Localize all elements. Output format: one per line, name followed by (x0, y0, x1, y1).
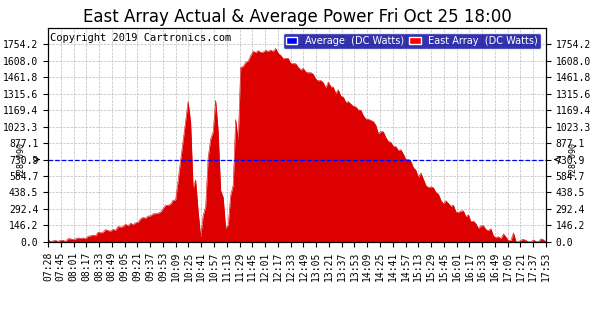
Legend: Average  (DC Watts), East Array  (DC Watts): Average (DC Watts), East Array (DC Watts… (283, 33, 541, 49)
Text: Copyright 2019 Cartronics.com: Copyright 2019 Cartronics.com (50, 33, 232, 43)
Title: East Array Actual & Average Power Fri Oct 25 18:00: East Array Actual & Average Power Fri Oc… (83, 8, 511, 26)
Text: 728.090: 728.090 (16, 142, 25, 177)
Text: 728.090: 728.090 (569, 142, 578, 177)
